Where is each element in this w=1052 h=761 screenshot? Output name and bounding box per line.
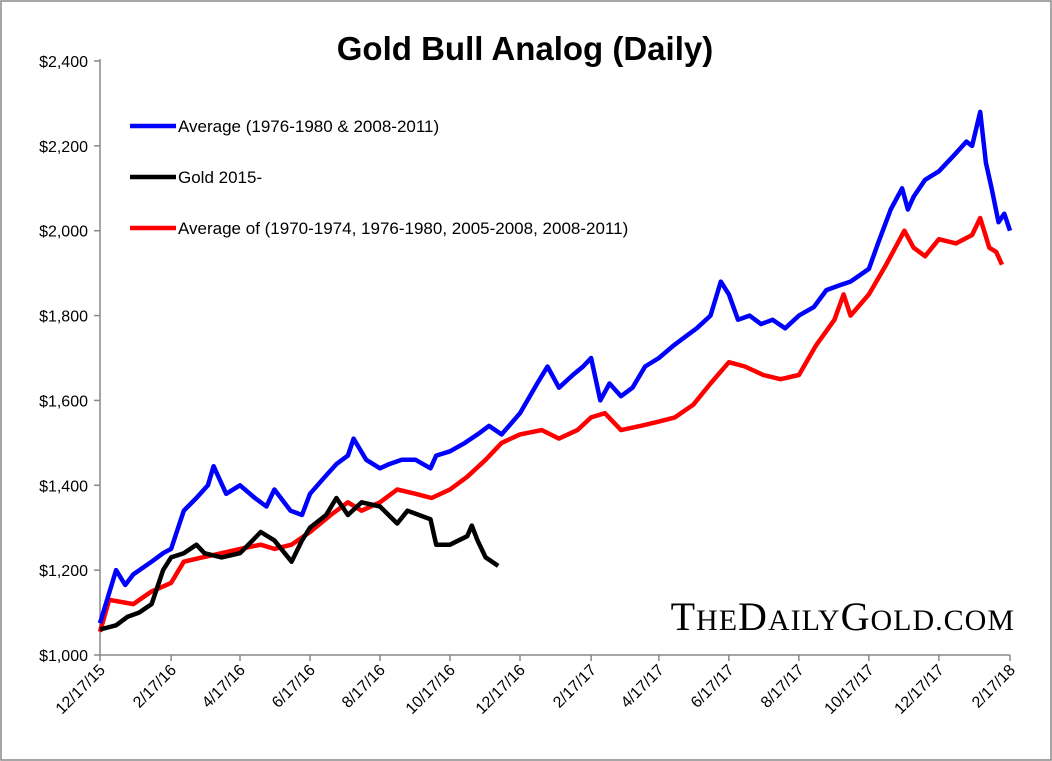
legend-label-1: Gold 2015- <box>178 168 262 187</box>
watermark-T: T <box>671 594 696 639</box>
series-line-2 <box>97 215 1005 633</box>
watermark-D: D <box>738 594 768 639</box>
y-tick-label: $1,200 <box>39 563 88 580</box>
legend-label-0: Average (1976-1980 & 2008-2011) <box>178 117 439 136</box>
y-tick-label: $2,000 <box>39 224 88 241</box>
watermark: THEDAILYGOLD.COM <box>671 594 1015 639</box>
legend-label-2: Average of (1970-1974, 1976-1980, 2005-2… <box>178 219 628 238</box>
watermark-he: HE <box>696 604 738 637</box>
y-tick-label: $1,800 <box>39 309 88 326</box>
series-group <box>97 109 1013 633</box>
series-line-0 <box>97 109 1013 624</box>
y-tick-label: $1,400 <box>39 478 88 495</box>
chart-title: Gold Bull Analog (Daily) <box>337 30 713 67</box>
series-line-1 <box>99 495 500 632</box>
y-tick-label: $1,600 <box>39 393 88 410</box>
watermark-old: OLD.COM <box>870 604 1015 637</box>
y-tick-label: $2,200 <box>39 139 88 156</box>
y-tick-label: $2,400 <box>39 54 88 71</box>
watermark-G: G <box>841 594 871 639</box>
legend: Average (1976-1980 & 2008-2011) Gold 2015… <box>130 117 628 238</box>
y-tick-label: $1,000 <box>39 648 88 665</box>
watermark-aily: AILY <box>768 604 841 637</box>
